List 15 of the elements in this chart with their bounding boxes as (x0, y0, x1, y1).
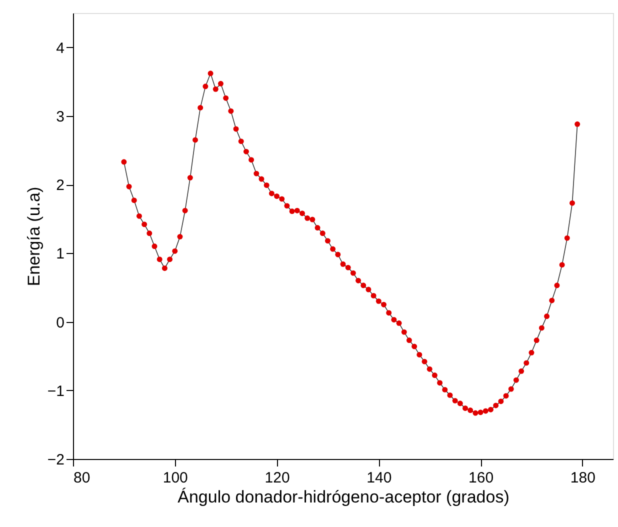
x-tick-label: 120 (264, 470, 290, 486)
y-tick-label: 4 (56, 40, 64, 57)
y-tick-label: 2 (56, 177, 64, 194)
x-axis-title: Ángulo donador-hidrógeno-aceptor (grados) (178, 488, 510, 506)
y-tick-label: 0 (56, 314, 64, 332)
y-tick-label: 1 (56, 246, 64, 263)
y-tick-label: −2 (47, 452, 64, 468)
x-tick-label: 180 (570, 470, 596, 486)
x-tick-label: 140 (366, 470, 392, 486)
y-axis-title: Energía (u.a) (24, 186, 44, 286)
x-tick-label: 160 (468, 470, 494, 486)
x-tick-label: 80 (74, 470, 90, 486)
y-tick-label: 3 (56, 108, 64, 126)
x-tick-label: 100 (162, 470, 188, 486)
y-tick-label: −1 (47, 382, 64, 400)
